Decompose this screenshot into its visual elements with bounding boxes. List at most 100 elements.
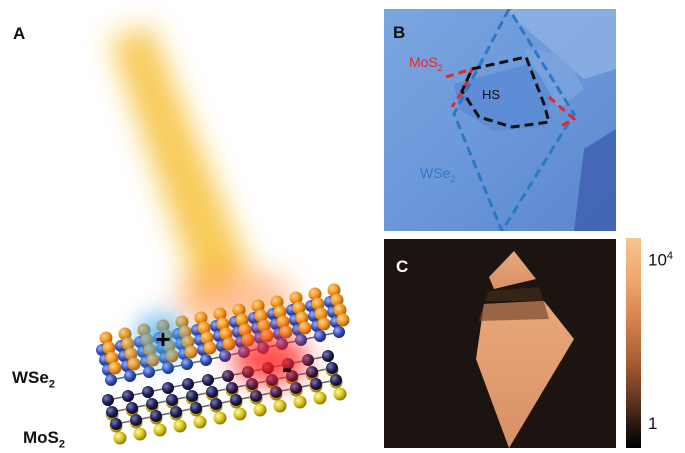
metal-atom <box>322 350 334 362</box>
metal-atom <box>333 326 345 338</box>
metal-atom <box>330 374 342 386</box>
chalcogen-atom <box>222 337 236 351</box>
electron-glow <box>232 336 308 384</box>
chalcogen-atom <box>133 427 147 441</box>
chalcogen-atom <box>232 303 246 317</box>
chalcogen-atom <box>311 297 325 311</box>
pl-dark-band <box>484 287 544 301</box>
chalcogen-atom <box>213 411 227 425</box>
chalcogen-atom <box>181 335 195 349</box>
chalcogen-atom <box>333 303 347 317</box>
chalcogen-atom <box>313 391 327 405</box>
metal-atom <box>290 382 302 394</box>
metal-atom <box>202 374 214 386</box>
chalcogen-atom <box>197 321 211 335</box>
chalcogen-atom <box>336 313 350 327</box>
chalcogen-atom <box>330 293 344 307</box>
metal-atom <box>210 398 222 410</box>
metal-atom <box>130 414 142 426</box>
metal-atom <box>219 350 231 362</box>
metal-atom <box>206 386 218 398</box>
wse2-outline <box>452 9 576 231</box>
metal-atom <box>122 390 134 402</box>
chalcogen-atom <box>219 327 233 341</box>
chalcogen-atom <box>118 327 132 341</box>
pl-upper-region <box>489 251 536 289</box>
chalcogen-atom <box>289 291 303 305</box>
metal-atom <box>124 370 136 382</box>
metal-atom <box>200 354 212 366</box>
chalcogen-atom <box>273 305 287 319</box>
chalcogen-atom <box>273 399 287 413</box>
panel-a-schematic: + - <box>96 25 350 445</box>
chalcogen-atom <box>276 315 290 329</box>
metal-atom <box>110 418 122 430</box>
metal-atom <box>166 394 178 406</box>
chalcogen-atom <box>113 431 127 445</box>
chalcogen-atom <box>105 351 119 365</box>
metal-atom <box>143 366 155 378</box>
chalcogen-atom <box>99 331 113 345</box>
metal-atom <box>226 382 238 394</box>
mos2-side-label: MoS2 <box>23 428 66 451</box>
chalcogen-atom <box>257 319 271 333</box>
chalcogen-atom <box>235 313 249 327</box>
metal-atom <box>106 406 118 418</box>
panel-a-label: A <box>13 24 26 43</box>
chalcogen-atom <box>200 331 214 345</box>
chalcogen-atom <box>251 299 265 313</box>
chalcogen-atom <box>317 317 331 331</box>
chalcogen-atom <box>233 407 247 421</box>
metal-atom <box>181 358 193 370</box>
chalcogen-atom <box>102 341 116 355</box>
chalcogen-atom <box>203 341 217 355</box>
chalcogen-atom <box>293 395 307 409</box>
chalcogen-atom <box>108 361 122 375</box>
panel-b-micrograph: B MoS2 HS WSe2 <box>384 9 616 231</box>
chalcogen-atom <box>298 321 312 335</box>
hs-outline <box>460 55 551 129</box>
metal-atom <box>306 366 318 378</box>
mos2-region-label: MoS2 <box>409 54 443 73</box>
metal-atom <box>142 386 154 398</box>
minus-sign: - <box>282 352 292 385</box>
chalcogen-atom <box>308 287 322 301</box>
hs-region-label: HS <box>482 87 501 102</box>
mos2-lattice <box>102 350 347 445</box>
metal-atom <box>146 398 158 410</box>
mos2-outline-right <box>548 95 577 129</box>
chalcogen-atom <box>124 347 138 361</box>
chalcogen-atom <box>254 309 268 323</box>
metal-atom <box>310 378 322 390</box>
metal-atom <box>250 390 262 402</box>
hole-glow <box>136 314 184 362</box>
chalcogen-atom <box>193 415 207 429</box>
metal-atom <box>182 378 194 390</box>
metal-atom <box>295 334 307 346</box>
metal-atom <box>162 362 174 374</box>
chalcogen-atom <box>253 403 267 417</box>
wse2-region-label: WSe2 <box>420 165 456 184</box>
chalcogen-atom <box>279 325 293 339</box>
colorbar <box>626 238 641 448</box>
chalcogen-atom <box>327 283 341 297</box>
chalcogen-atom <box>314 307 328 321</box>
panel-b-label: B <box>393 23 406 42</box>
metal-atom <box>105 374 117 386</box>
chalcogen-atom <box>238 323 252 337</box>
colorbar-max-label: 104 <box>648 250 674 270</box>
metal-atom <box>190 402 202 414</box>
chalcogen-atom <box>194 311 208 325</box>
metal-atom <box>270 386 282 398</box>
chalcogen-atom <box>121 337 135 351</box>
chalcogen-atom <box>213 307 227 321</box>
chalcogen-atom <box>153 423 167 437</box>
chalcogen-atom <box>333 387 347 401</box>
pl-lower-region <box>476 301 574 448</box>
colorbar-min-label: 1 <box>648 414 658 433</box>
panel-c-pl-map: C <box>384 239 616 448</box>
metal-atom <box>186 390 198 402</box>
chalcogen-atom <box>270 295 284 309</box>
panel-c-label: C <box>396 257 409 276</box>
plus-sign: + <box>155 324 170 354</box>
